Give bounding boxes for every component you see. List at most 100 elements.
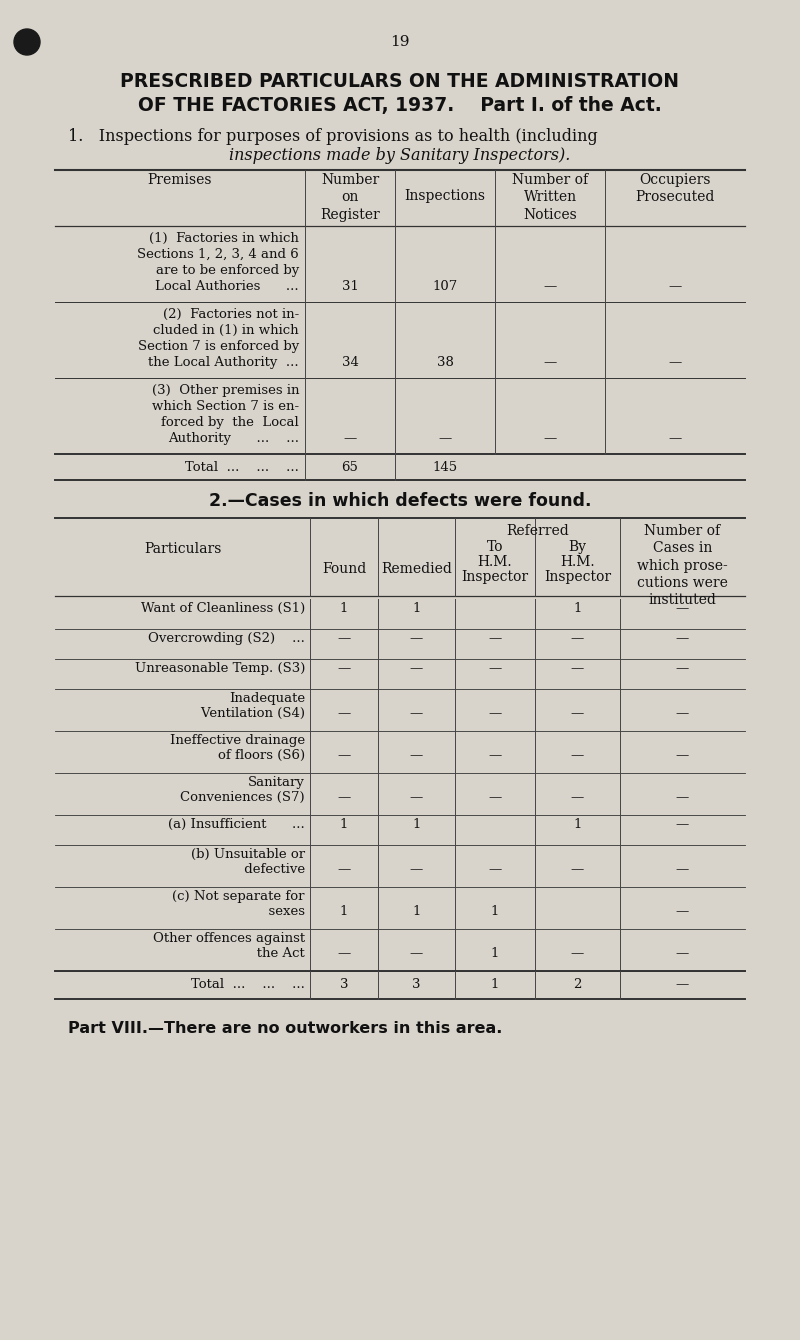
Text: cluded in (1) in which: cluded in (1) in which (154, 324, 299, 336)
Text: —: — (543, 356, 557, 368)
Text: Inspector: Inspector (544, 570, 611, 584)
Text: —: — (338, 708, 350, 720)
Text: 107: 107 (432, 280, 458, 293)
Text: 38: 38 (437, 356, 454, 368)
Text: 145: 145 (433, 461, 458, 474)
Text: Occupiers
Prosecuted: Occupiers Prosecuted (635, 173, 714, 204)
Text: Ventilation (S4): Ventilation (S4) (167, 708, 305, 720)
Text: Overcrowding (S2)    ...: Overcrowding (S2) ... (148, 632, 305, 645)
Text: 1: 1 (491, 905, 499, 918)
Text: inspections made by Sanitary Inspectors).: inspections made by Sanitary Inspectors)… (230, 147, 570, 163)
Text: —: — (343, 431, 357, 445)
Text: —: — (410, 791, 423, 804)
Text: —: — (668, 431, 682, 445)
Text: Premises: Premises (148, 173, 212, 188)
Text: 1: 1 (574, 817, 582, 831)
Text: OF THE FACTORIES ACT, 1937.    Part I. of the Act.: OF THE FACTORIES ACT, 1937. Part I. of t… (138, 96, 662, 115)
Text: Local Authories      ...: Local Authories ... (155, 280, 299, 293)
Text: Inadequate: Inadequate (229, 691, 305, 705)
Text: 2.—Cases in which defects were found.: 2.—Cases in which defects were found. (209, 492, 591, 511)
Text: 1: 1 (412, 602, 421, 615)
Text: Unreasonable Temp. (S3): Unreasonable Temp. (S3) (134, 662, 305, 675)
Text: H.M.: H.M. (560, 555, 595, 570)
Text: Conveniences (S7): Conveniences (S7) (163, 791, 305, 804)
Text: Inspections: Inspections (405, 189, 486, 202)
Text: —: — (571, 749, 584, 762)
Text: 1: 1 (340, 602, 348, 615)
Text: —: — (571, 947, 584, 959)
Text: Part VIII.—There are no outworkers in this area.: Part VIII.—There are no outworkers in th… (68, 1021, 502, 1036)
Text: 1: 1 (491, 947, 499, 959)
Text: 1: 1 (412, 817, 421, 831)
Text: 3: 3 (340, 978, 348, 992)
Text: 3: 3 (412, 978, 421, 992)
Text: —: — (338, 947, 350, 959)
Circle shape (14, 29, 40, 55)
Text: —: — (668, 280, 682, 293)
Text: (b) Unsuitable or: (b) Unsuitable or (191, 848, 305, 862)
Text: —: — (410, 708, 423, 720)
Text: Authority      ...    ...: Authority ... ... (168, 431, 299, 445)
Text: —: — (488, 791, 502, 804)
Text: 31: 31 (342, 280, 358, 293)
Text: —: — (488, 632, 502, 645)
Text: —: — (543, 280, 557, 293)
Text: 19: 19 (390, 35, 410, 50)
Text: Remedied: Remedied (381, 561, 452, 576)
Text: Particulars: Particulars (144, 541, 221, 556)
Text: 65: 65 (342, 461, 358, 474)
Text: —: — (676, 602, 689, 615)
Text: Referred: Referred (506, 524, 569, 537)
Text: To: To (486, 540, 503, 553)
Text: —: — (571, 662, 584, 675)
Text: —: — (338, 863, 350, 876)
Text: 1: 1 (574, 602, 582, 615)
Text: 1: 1 (491, 978, 499, 992)
Text: 1.   Inspections for purposes of provisions as to health (including: 1. Inspections for purposes of provision… (68, 129, 598, 145)
Text: Ineffective drainage: Ineffective drainage (170, 734, 305, 746)
Text: —: — (571, 708, 584, 720)
Text: Sections 1, 2, 3, 4 and 6: Sections 1, 2, 3, 4 and 6 (138, 248, 299, 261)
Text: —: — (488, 662, 502, 675)
Text: (c) Not separate for: (c) Not separate for (173, 890, 305, 903)
Text: —: — (338, 791, 350, 804)
Text: —: — (488, 863, 502, 876)
Text: —: — (543, 431, 557, 445)
Text: which Section 7 is en-: which Section 7 is en- (152, 401, 299, 413)
Text: —: — (676, 947, 689, 959)
Text: 1: 1 (340, 817, 348, 831)
Text: forced by  the  Local: forced by the Local (162, 415, 299, 429)
Text: —: — (676, 749, 689, 762)
Text: —: — (676, 978, 689, 992)
Text: —: — (438, 431, 452, 445)
Text: —: — (676, 662, 689, 675)
Text: By: By (569, 540, 586, 553)
Text: —: — (676, 863, 689, 876)
Text: 2: 2 (574, 978, 582, 992)
Text: —: — (571, 632, 584, 645)
Text: (a) Insufficient      ...: (a) Insufficient ... (168, 817, 305, 831)
Text: —: — (410, 947, 423, 959)
Text: (2)  Factories not in-: (2) Factories not in- (162, 308, 299, 322)
Text: Sanitary: Sanitary (248, 776, 305, 789)
Text: sexes: sexes (192, 905, 305, 918)
Text: —: — (338, 749, 350, 762)
Text: —: — (571, 863, 584, 876)
Text: (3)  Other premises in: (3) Other premises in (151, 385, 299, 397)
Text: defective: defective (189, 863, 305, 876)
Text: Number of
Written
Notices: Number of Written Notices (512, 173, 588, 221)
Text: —: — (571, 791, 584, 804)
Text: 34: 34 (342, 356, 358, 368)
Text: 1: 1 (412, 905, 421, 918)
Text: PRESCRIBED PARTICULARS ON THE ADMINISTRATION: PRESCRIBED PARTICULARS ON THE ADMINISTRA… (121, 72, 679, 91)
Text: —: — (676, 817, 689, 831)
Text: (1)  Factories in which: (1) Factories in which (149, 232, 299, 245)
Text: the Act: the Act (194, 947, 305, 959)
Text: —: — (410, 632, 423, 645)
Text: —: — (410, 749, 423, 762)
Text: Section 7 is enforced by: Section 7 is enforced by (138, 340, 299, 352)
Text: —: — (338, 632, 350, 645)
Text: of floors (S6): of floors (S6) (184, 749, 305, 762)
Text: the Local Authority  ...: the Local Authority ... (148, 356, 299, 368)
Text: Total  ...    ...    ...: Total ... ... ... (185, 461, 299, 474)
